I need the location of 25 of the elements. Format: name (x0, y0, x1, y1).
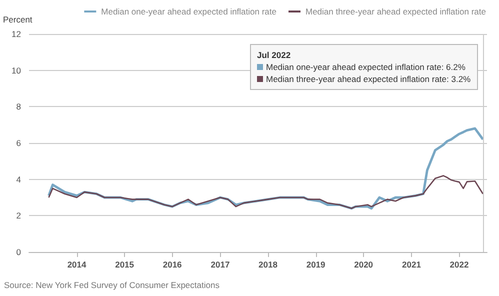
x-tick-label: 2014 (67, 260, 86, 270)
x-tick-label: 2019 (306, 260, 326, 270)
y-axis-title: Percent (3, 14, 33, 24)
annotation: Jul 2022 (257, 49, 292, 61)
y-tick-label: 0 (16, 247, 22, 257)
x-tick-label: 2021 (402, 260, 422, 270)
y-tick-label: 2 (16, 210, 22, 221)
y-tick-label: 12 (12, 29, 22, 39)
y-tick-label: 4 (16, 174, 22, 184)
y-tick-label: 8 (16, 102, 22, 112)
line-series (48, 127, 484, 210)
annotation: Median one-year ahead expected inflation rate: 6.2% (265, 61, 466, 73)
legend-label: Median three-year ahead expected inflation rate (305, 6, 486, 16)
line-series (48, 175, 484, 210)
x-tick-label: 2017 (210, 260, 230, 270)
y-tick-label: 10 (12, 65, 22, 76)
legend-label: Median one-year ahead expected inflation rate (101, 6, 277, 16)
y-tick-label: 6 (16, 138, 22, 148)
x-tick-label: 2022 (450, 260, 469, 270)
x-tick-label: 2015 (115, 260, 134, 270)
x-tick-label: 2018 (258, 260, 278, 270)
source-note: Source: New York Fed Survey of Consumer Expectations (4, 280, 220, 290)
annotation: Median three-year ahead expected inflation rate: 3.2% (265, 73, 471, 85)
x-tick-label: 2020 (354, 260, 374, 270)
x-tick-label: 2016 (162, 260, 182, 270)
